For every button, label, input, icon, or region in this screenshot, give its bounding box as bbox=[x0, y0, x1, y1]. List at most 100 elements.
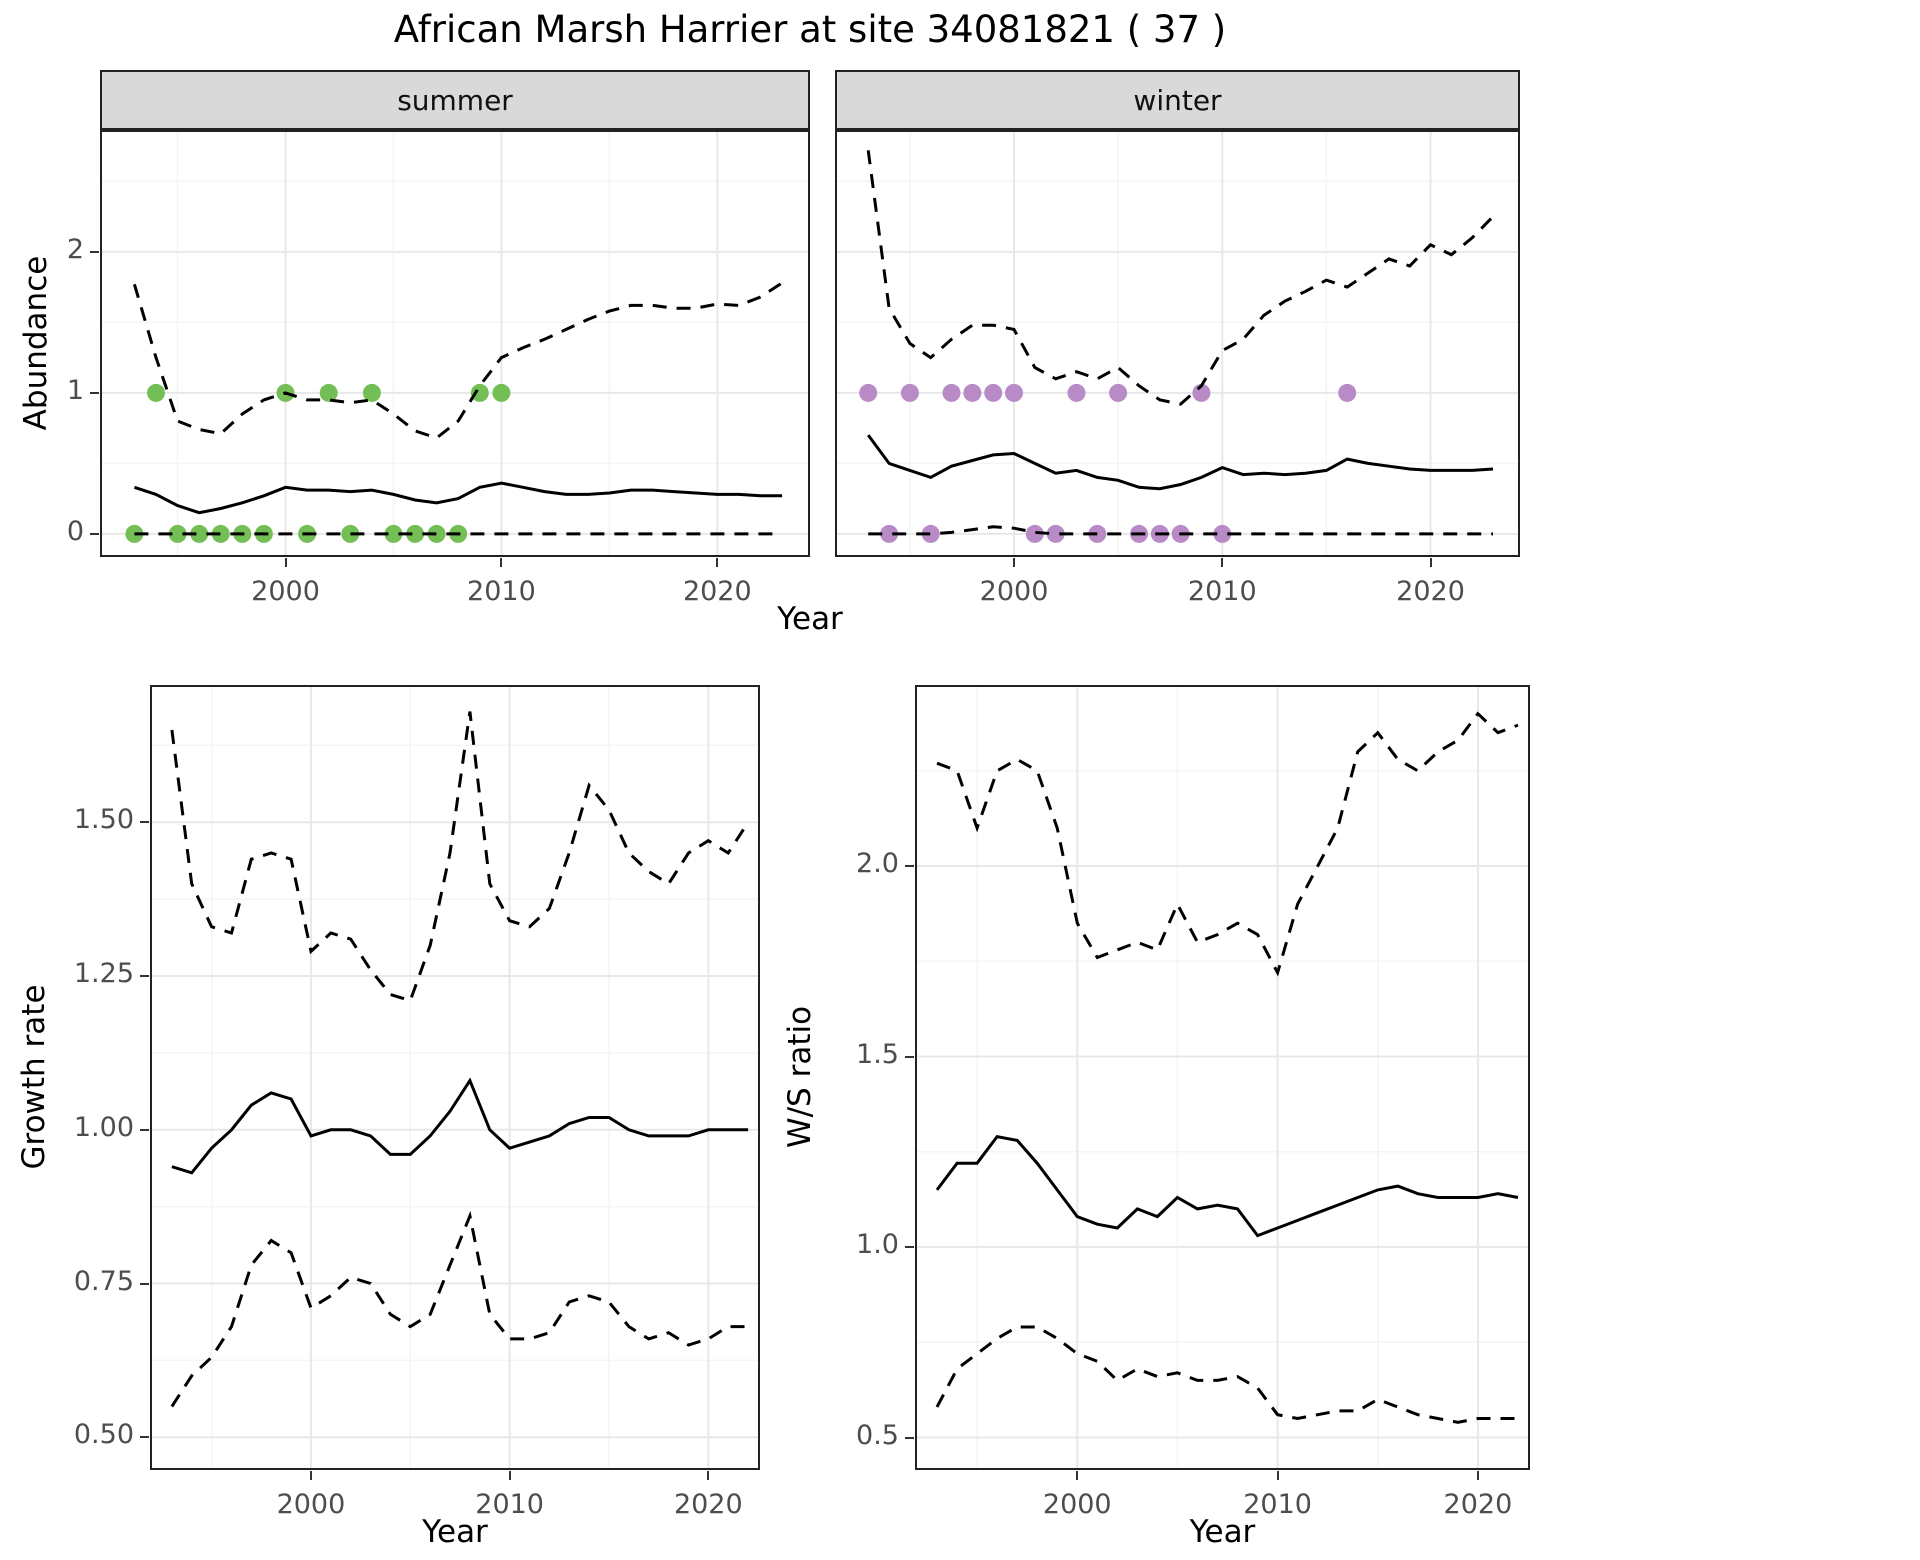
series-upper_ci bbox=[866, 150, 1495, 406]
observation-point bbox=[880, 524, 899, 543]
y-tick-label: 1.50 bbox=[73, 804, 134, 836]
y-tick bbox=[905, 1246, 914, 1249]
y-tick bbox=[140, 1282, 149, 1285]
x-tick bbox=[284, 558, 287, 567]
series-lower_ci bbox=[935, 1325, 1518, 1424]
observation-point bbox=[211, 524, 230, 543]
y-tick-label: 1.25 bbox=[73, 958, 134, 990]
panel-abundance-winter: 2000 2010 2020 bbox=[835, 130, 1520, 607]
x-tick-label: 2020 bbox=[682, 576, 752, 607]
observation-point bbox=[427, 524, 446, 543]
plot-surface-ws-ratio bbox=[917, 687, 1528, 1468]
observation-point bbox=[942, 383, 961, 402]
x-tick bbox=[500, 558, 503, 567]
y-tick bbox=[90, 532, 99, 535]
x-axis-title-year-top: Year bbox=[777, 601, 843, 637]
x-tick-label: 2000 bbox=[979, 576, 1049, 607]
observation-point bbox=[984, 383, 1003, 402]
x-tick-label: 2020 bbox=[1443, 1489, 1513, 1520]
observation-point bbox=[319, 383, 338, 402]
x-tick-label: 2020 bbox=[1396, 576, 1465, 607]
observation-point bbox=[963, 383, 982, 402]
x-tick-label: 2010 bbox=[467, 576, 536, 607]
y-tick-label: 2.0 bbox=[856, 848, 899, 880]
observation-point bbox=[362, 383, 381, 402]
panel-growth-rate: 2000 2010 2020 0.50 0.75 1.00 1.25 1.50 bbox=[74, 685, 760, 1520]
observation-point bbox=[406, 524, 425, 543]
x-tick-label: 2000 bbox=[251, 576, 320, 607]
x-tick bbox=[1013, 558, 1016, 567]
y-tick-label: 1 bbox=[66, 374, 84, 406]
x-tick bbox=[309, 1471, 312, 1480]
series-lower_ci bbox=[868, 525, 1493, 536]
series-upper_ci bbox=[936, 711, 1519, 977]
observation-point bbox=[470, 383, 489, 402]
observation-point bbox=[1046, 524, 1065, 543]
panel-ws-ratio: 2000 2010 2020 0.5 1.0 1.5 2.0 bbox=[856, 685, 1530, 1520]
observation-point bbox=[384, 524, 403, 543]
x-tick-label: 2020 bbox=[673, 1489, 743, 1520]
y-tick bbox=[140, 975, 149, 978]
plot-surface-abundance-summer bbox=[102, 132, 808, 555]
figure-title: African Marsh Harrier at site 34081821 (… bbox=[393, 8, 1227, 51]
observation-point bbox=[1192, 383, 1211, 402]
plot-surface-abundance-winter bbox=[837, 132, 1518, 555]
observation-point bbox=[341, 524, 360, 543]
y-tick bbox=[140, 821, 149, 824]
y-tick-label: 0 bbox=[66, 515, 84, 547]
y-tick bbox=[905, 1055, 914, 1058]
x-axis-title-year-growth: Year bbox=[422, 1514, 488, 1550]
x-tick bbox=[707, 1471, 710, 1480]
y-tick bbox=[90, 250, 99, 253]
x-tick bbox=[1476, 1471, 1479, 1480]
y-tick-label: 1.00 bbox=[73, 1111, 134, 1143]
y-tick-label: 0.50 bbox=[73, 1419, 134, 1451]
x-tick-label: 2010 bbox=[1187, 576, 1257, 607]
series-upper_ci bbox=[132, 281, 783, 440]
series-lower_ci bbox=[170, 1210, 749, 1408]
x-tick bbox=[716, 558, 719, 567]
observation-point bbox=[168, 524, 187, 543]
series-mean bbox=[171, 1077, 749, 1175]
y-axis-title-ws-ratio: W/S ratio bbox=[782, 1005, 818, 1149]
observation-point bbox=[900, 383, 919, 402]
y-tick bbox=[140, 1436, 149, 1439]
observation-point bbox=[190, 524, 209, 543]
observation-point bbox=[1109, 383, 1128, 402]
y-tick-label: 2 bbox=[66, 233, 84, 265]
y-tick bbox=[905, 865, 914, 868]
observation-point bbox=[147, 383, 165, 402]
series-mean bbox=[935, 1134, 1519, 1238]
y-tick bbox=[140, 1128, 149, 1131]
y-tick bbox=[905, 1436, 914, 1439]
observation-point bbox=[492, 383, 511, 402]
observation-point bbox=[1338, 383, 1357, 402]
observation-point bbox=[125, 524, 144, 543]
x-tick bbox=[1221, 558, 1224, 567]
x-tick bbox=[1076, 1471, 1079, 1480]
observation-point bbox=[1088, 524, 1107, 543]
y-tick-label: 0.5 bbox=[856, 1419, 899, 1451]
x-tick-label: 2010 bbox=[1243, 1489, 1312, 1520]
observation-point bbox=[1067, 383, 1086, 402]
facet-strip-winter: winter bbox=[835, 70, 1520, 130]
series-mean bbox=[866, 434, 1494, 491]
y-axis-title-growth-rate: Growth rate bbox=[16, 984, 52, 1170]
x-tick-label: 2000 bbox=[1042, 1489, 1112, 1520]
observation-point bbox=[859, 383, 878, 402]
series-mean bbox=[133, 481, 783, 515]
x-tick-label: 2010 bbox=[475, 1489, 544, 1520]
observation-point bbox=[1213, 524, 1232, 543]
x-axis-title-year-ratio: Year bbox=[1189, 1514, 1256, 1550]
x-tick bbox=[1276, 1471, 1279, 1480]
facet-strip-summer-label: summer bbox=[397, 83, 513, 117]
x-tick-label: 2000 bbox=[276, 1489, 346, 1520]
observation-point bbox=[1005, 383, 1023, 402]
facet-strip-summer: summer bbox=[100, 70, 810, 130]
observation-point bbox=[921, 524, 940, 543]
plot-surface-growth-rate bbox=[152, 687, 758, 1468]
facet-strip-winter-label: winter bbox=[1133, 83, 1222, 117]
y-tick bbox=[90, 391, 99, 394]
panel-abundance-summer: 2000 2010 2020 0 1 2 bbox=[67, 130, 810, 607]
